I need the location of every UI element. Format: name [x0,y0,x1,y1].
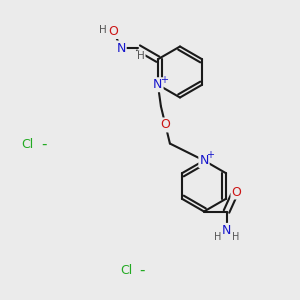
Text: H: H [137,51,145,62]
Text: Cl: Cl [120,263,132,277]
Text: -: - [41,136,46,152]
Text: O: O [160,118,170,131]
Text: Cl: Cl [21,137,33,151]
Text: N: N [153,78,163,91]
Text: H: H [99,25,107,35]
Text: +: + [206,150,214,161]
Text: H: H [214,232,221,242]
Text: O: O [109,25,118,38]
Text: N: N [222,224,231,237]
Text: O: O [232,185,241,199]
Text: H: H [232,232,239,242]
Text: -: - [140,262,145,278]
Text: N: N [199,154,209,167]
Text: +: + [160,75,168,85]
Text: N: N [116,41,126,55]
